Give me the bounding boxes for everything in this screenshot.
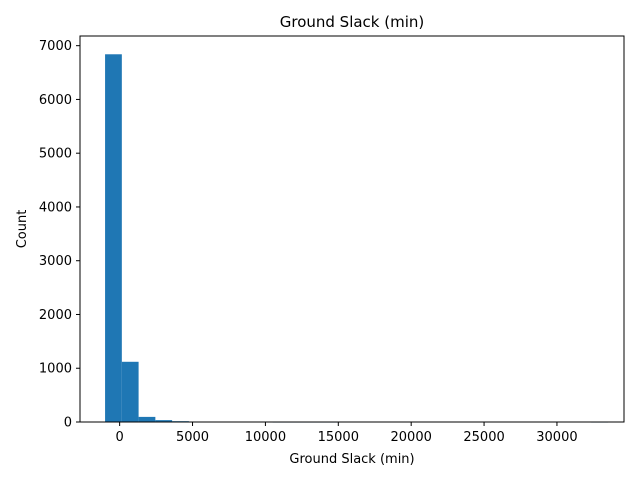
y-tick-label: 2000 xyxy=(39,308,72,323)
histogram-bar xyxy=(138,416,156,422)
x-tick-label: 25000 xyxy=(463,430,504,445)
y-tick-label: 4000 xyxy=(39,200,72,215)
chart-title: Ground Slack (min) xyxy=(280,13,425,31)
y-tick-label: 5000 xyxy=(39,147,72,162)
y-tick-label: 7000 xyxy=(39,39,72,54)
x-axis-ticks: 0 5000 10000 15000 20000 25000 30000 xyxy=(116,422,578,445)
bars-group xyxy=(105,54,608,423)
x-axis-label: Ground Slack (min) xyxy=(289,452,414,467)
x-tick-label: 10000 xyxy=(245,430,286,445)
x-tick-label: 0 xyxy=(116,430,124,445)
y-tick-label: 0 xyxy=(64,416,72,431)
x-tick-label: 30000 xyxy=(536,430,577,445)
y-axis-label: Count xyxy=(15,210,30,249)
x-tick-label: 20000 xyxy=(391,430,432,445)
x-tick-label: 5000 xyxy=(176,430,209,445)
histogram-bar xyxy=(155,420,173,422)
x-tick-label: 15000 xyxy=(318,430,359,445)
y-tick-label: 1000 xyxy=(39,362,72,377)
histogram-bar xyxy=(105,54,122,422)
histogram-bar xyxy=(121,361,139,422)
y-tick-label: 3000 xyxy=(39,254,72,269)
y-tick-label: 6000 xyxy=(39,93,72,108)
plot-frame xyxy=(79,35,625,423)
y-axis-ticks: 0 1000 2000 3000 4000 5000 6000 7000 xyxy=(39,39,80,431)
